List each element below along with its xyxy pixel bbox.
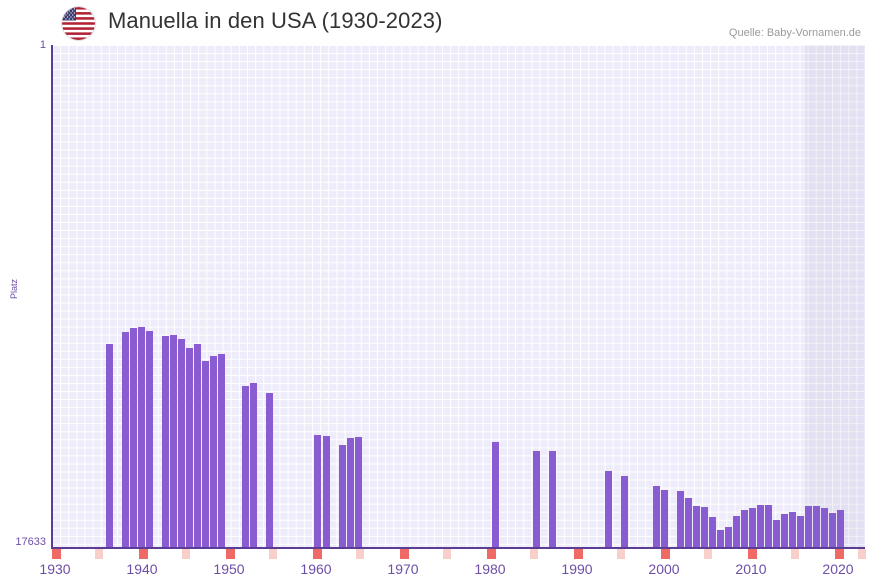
us-flag-icon xyxy=(62,7,95,40)
unranked-future-region-shade xyxy=(805,45,865,548)
x-tickmark-minor xyxy=(443,549,451,559)
x-tickmark-major xyxy=(400,549,409,559)
bar-1951[interactable] xyxy=(266,393,273,548)
x-tickmark-minor xyxy=(182,549,190,559)
bar-2000[interactable] xyxy=(677,491,684,548)
x-tickmark-major xyxy=(661,549,670,559)
x-axis-label-1980: 1980 xyxy=(474,561,506,577)
bar-2002[interactable] xyxy=(693,506,700,548)
x-tickmark-major xyxy=(313,549,322,559)
bar-1933[interactable] xyxy=(130,328,137,548)
bar-1962[interactable] xyxy=(355,437,362,548)
bar-1992[interactable] xyxy=(605,471,612,548)
bar-2013[interactable] xyxy=(781,514,788,548)
x-tickmark-minor xyxy=(95,549,103,559)
bar-2018[interactable] xyxy=(821,508,828,548)
x-tickmark-major xyxy=(52,549,61,559)
bar-1940[interactable] xyxy=(194,344,201,548)
x-tickmark-major xyxy=(139,549,148,559)
bar-1949[interactable] xyxy=(242,386,249,548)
bar-1936[interactable] xyxy=(162,336,169,548)
bar-1985[interactable] xyxy=(549,451,556,548)
bar-2003[interactable] xyxy=(701,507,708,548)
bar-1993[interactable] xyxy=(621,476,628,548)
bar-1999[interactable] xyxy=(661,490,668,548)
x-axis-label-2010: 2010 xyxy=(735,561,767,577)
bar-1957[interactable] xyxy=(314,435,321,548)
bar-1938[interactable] xyxy=(178,339,185,548)
x-axis-label-2000: 2000 xyxy=(648,561,680,577)
x-axis-label-1990: 1990 xyxy=(561,561,593,577)
x-axis-line xyxy=(52,547,865,549)
bar-1950[interactable] xyxy=(250,383,257,548)
y-axis-line xyxy=(51,45,53,549)
bar-2017[interactable] xyxy=(813,506,820,548)
x-tickmark-minor xyxy=(858,549,866,559)
x-tickmark-major xyxy=(574,549,583,559)
x-tickmark-major xyxy=(748,549,757,559)
bar-1939[interactable] xyxy=(186,348,193,548)
bar-1943[interactable] xyxy=(202,361,209,548)
bar-1979[interactable] xyxy=(492,442,499,548)
x-tickmark-major xyxy=(487,549,496,559)
bar-2010[interactable] xyxy=(757,505,764,548)
y-axis-title: Platz xyxy=(9,279,19,300)
bar-1960[interactable] xyxy=(339,445,346,548)
bar-2006[interactable] xyxy=(725,527,732,548)
bar-1984[interactable] xyxy=(533,451,540,548)
x-tickmark-major xyxy=(835,549,844,559)
bar-1935[interactable] xyxy=(146,331,153,548)
x-axis-label-1930: 1930 xyxy=(39,561,71,577)
y-axis-bottom-tick-label: 17633 xyxy=(15,536,46,548)
x-axis-tickmarks xyxy=(52,549,866,559)
y-axis-top-tick-label: 1 xyxy=(39,39,46,51)
bar-1998[interactable] xyxy=(653,486,660,548)
bar-1944[interactable] xyxy=(210,356,217,548)
bar-2016[interactable] xyxy=(805,506,812,548)
page-title: Manuella in den USA (1930-2023) xyxy=(108,8,443,33)
bar-2012[interactable] xyxy=(773,520,780,548)
chart-header: Manuella in den USA (1930-2023) Quelle: … xyxy=(0,0,873,45)
chart-plot-area xyxy=(52,45,865,548)
x-axis-label-1970: 1970 xyxy=(387,561,419,577)
x-tickmark-minor xyxy=(791,549,799,559)
bar-2005[interactable] xyxy=(717,530,724,548)
bar-2015[interactable] xyxy=(797,516,804,548)
bar-1945[interactable] xyxy=(218,354,225,548)
x-tickmark-minor xyxy=(617,549,625,559)
x-tickmark-minor xyxy=(356,549,364,559)
bar-2011[interactable] xyxy=(765,505,772,548)
x-tickmark-minor xyxy=(269,549,277,559)
bar-1937[interactable] xyxy=(170,335,177,548)
bar-2008[interactable] xyxy=(741,510,748,548)
x-tickmark-minor xyxy=(530,549,538,559)
bar-2004[interactable] xyxy=(709,517,716,548)
x-axis-label-2020: 2020 xyxy=(822,561,854,577)
x-tickmark-minor xyxy=(704,549,712,559)
bar-2009[interactable] xyxy=(749,508,756,548)
bar-1958[interactable] xyxy=(323,436,330,548)
x-tickmark-major xyxy=(226,549,235,559)
x-axis-label-1940: 1940 xyxy=(126,561,158,577)
bar-1930[interactable] xyxy=(106,344,113,548)
bar-1932[interactable] xyxy=(122,332,129,548)
bar-2007[interactable] xyxy=(733,516,740,548)
source-attribution: Quelle: Baby-Vornamen.de xyxy=(728,27,861,39)
bar-2001[interactable] xyxy=(685,498,692,548)
x-axis-label-1960: 1960 xyxy=(300,561,332,577)
bar-2020[interactable] xyxy=(837,510,844,548)
bar-2014[interactable] xyxy=(789,512,796,548)
bar-1934[interactable] xyxy=(138,327,145,548)
x-axis-label-1950: 1950 xyxy=(213,561,245,577)
bar-1961[interactable] xyxy=(347,438,354,548)
bar-2019[interactable] xyxy=(829,513,836,548)
